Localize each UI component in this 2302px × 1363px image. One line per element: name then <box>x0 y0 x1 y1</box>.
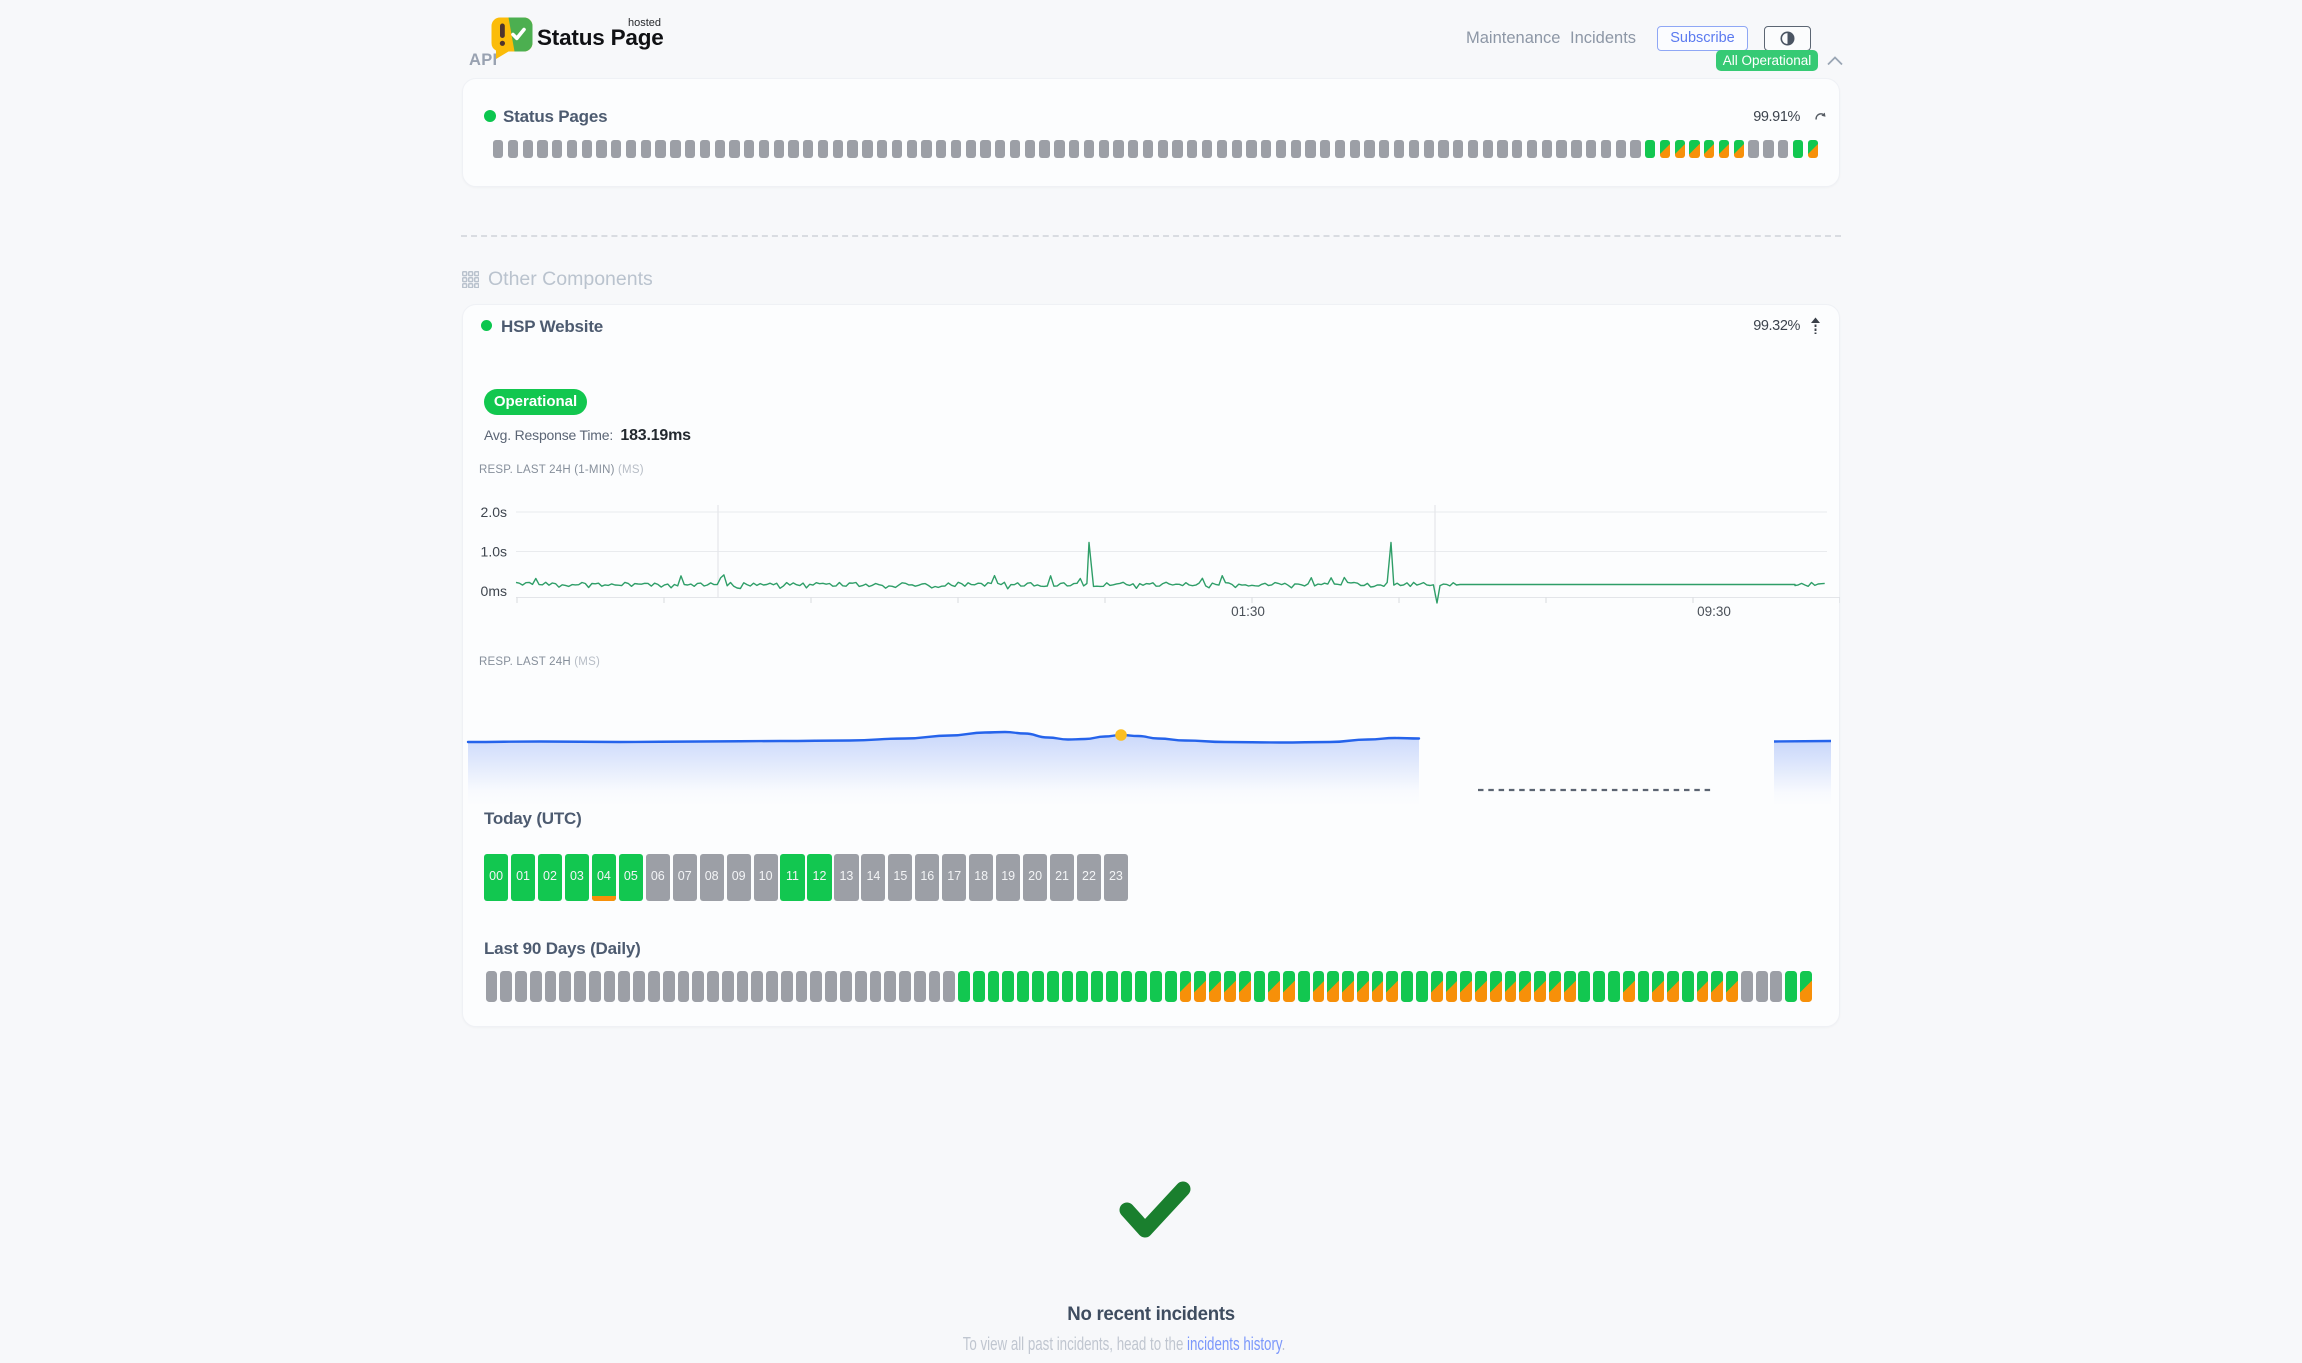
svg-text:2.0s: 2.0s <box>481 504 507 520</box>
svg-text:09:30: 09:30 <box>1697 604 1731 619</box>
svg-text:0ms: 0ms <box>481 583 507 599</box>
svg-text:1.0s: 1.0s <box>481 544 507 560</box>
svg-text:01:30: 01:30 <box>1231 604 1265 619</box>
